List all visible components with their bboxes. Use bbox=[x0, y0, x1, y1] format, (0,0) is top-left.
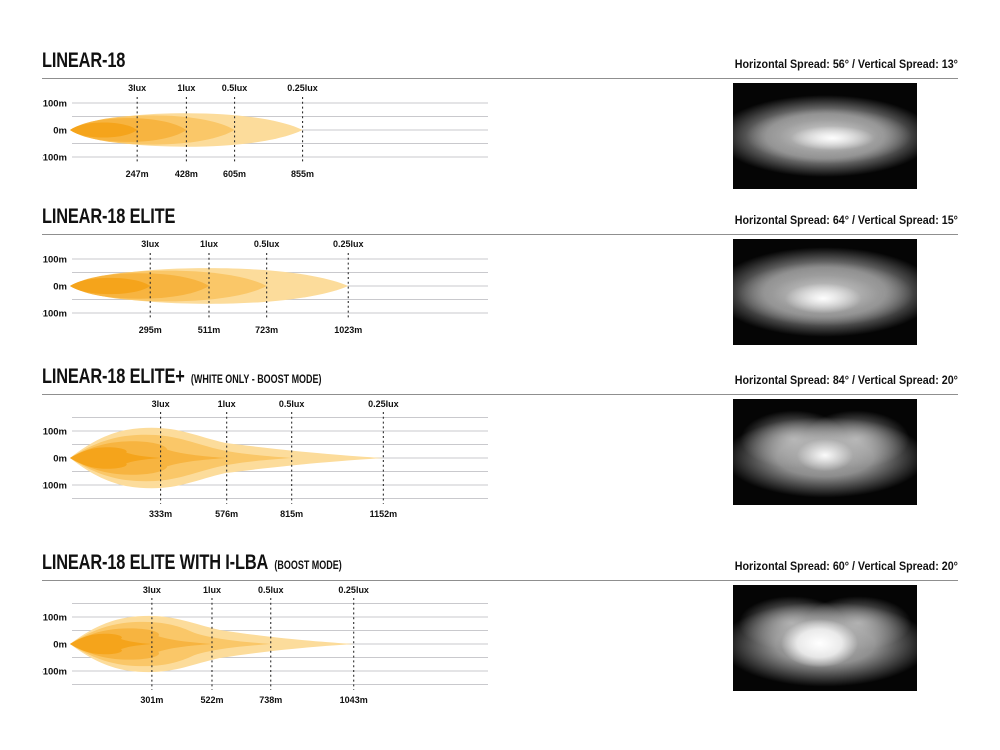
spread-spec-text: Horizontal Spread: 56° / Vertical Spread… bbox=[734, 59, 958, 71]
lux-tick-label: 3lux bbox=[152, 399, 170, 409]
distance-tick-label: 815m bbox=[280, 509, 303, 519]
isolux-band-3lux bbox=[70, 447, 161, 469]
lux-tick-label: 3lux bbox=[128, 83, 146, 93]
page-title: LINEAR-18 ELITE+ bbox=[42, 365, 185, 388]
title-note: (BOOST MODE) bbox=[274, 560, 342, 572]
isolux-band-3lux bbox=[70, 633, 152, 655]
distance-tick-label: 247m bbox=[126, 169, 149, 179]
distance-tick-label: 333m bbox=[149, 509, 172, 519]
distance-tick-label: 738m bbox=[259, 695, 282, 705]
lux-tick-label: 1lux bbox=[177, 83, 195, 93]
y-axis-label: -100m bbox=[42, 153, 67, 164]
lux-tick-label: 0.25lux bbox=[287, 83, 318, 93]
distance-tick-label: 295m bbox=[139, 325, 162, 335]
lux-tick-label: 3lux bbox=[141, 239, 159, 249]
section-header: LINEAR-18 Horizontal Spread: 56° / Verti… bbox=[42, 42, 958, 79]
section-linear-18-elite: LINEAR-18 ELITE Horizontal Spread: 64° /… bbox=[42, 198, 958, 358]
title-note: (WHITE ONLY - BOOST MODE) bbox=[190, 374, 322, 386]
distance-tick-label: 428m bbox=[175, 169, 198, 179]
y-axis-label: -100m bbox=[42, 667, 67, 678]
beam-pattern-chart: 3lux 301m 1lux 522m 0.5lux 738m 0.25lux 1043m 10… bbox=[42, 585, 488, 705]
distance-tick-label: 522m bbox=[200, 695, 223, 705]
beam-pattern-chart: 3lux 247m 1lux 428m 0.5lux 605m 0.25lux 855m 100… bbox=[42, 83, 488, 179]
y-axis-label: 0m bbox=[53, 282, 67, 293]
lux-tick-label: 1lux bbox=[200, 239, 218, 249]
isolux-band-3lux bbox=[70, 277, 151, 295]
beam-photo bbox=[733, 83, 917, 189]
spread-spec-text: Horizontal Spread: 64° / Vertical Spread… bbox=[734, 215, 958, 227]
y-axis-label: 100m bbox=[43, 427, 67, 438]
distance-tick-label: 1023m bbox=[334, 325, 362, 335]
section-title-group: LINEAR-18 bbox=[42, 50, 131, 71]
y-axis-label: -100m bbox=[42, 309, 67, 320]
y-axis-label: 100m bbox=[43, 613, 67, 624]
lux-tick-label: 0.25lux bbox=[368, 399, 399, 409]
section-linear-18-elite-ilba: LINEAR-18 ELITE WITH I-LBA (BOOST MODE) … bbox=[42, 544, 958, 730]
page-title: LINEAR-18 ELITE bbox=[42, 205, 176, 228]
y-axis-label: -100m bbox=[42, 481, 67, 492]
y-axis-label: 0m bbox=[53, 126, 67, 137]
distance-tick-label: 1152m bbox=[370, 509, 398, 519]
lux-tick-label: 1lux bbox=[218, 399, 236, 409]
y-axis-label: 0m bbox=[53, 454, 67, 465]
section-header: LINEAR-18 ELITE Horizontal Spread: 64° /… bbox=[42, 198, 958, 235]
beam-pattern-chart: 3lux 333m 1lux 576m 0.5lux 815m 0.25lux 1152m 10… bbox=[42, 399, 488, 519]
spread-spec-text: Horizontal Spread: 84° / Vertical Spread… bbox=[734, 375, 958, 387]
section-linear-18-elite-plus: LINEAR-18 ELITE+ (WHITE ONLY - BOOST MOD… bbox=[42, 358, 958, 544]
section-title-group: LINEAR-18 ELITE+ (WHITE ONLY - BOOST MOD… bbox=[42, 366, 321, 387]
y-axis-label: 100m bbox=[43, 255, 67, 266]
beam-pattern-chart: 3lux 295m 1lux 511m 0.5lux 723m 0.25lux 1023m 10… bbox=[42, 239, 488, 335]
distance-tick-label: 605m bbox=[223, 169, 246, 179]
lux-tick-label: 1lux bbox=[203, 585, 221, 595]
page-title: LINEAR-18 ELITE WITH I-LBA bbox=[42, 551, 269, 574]
section-title-group: LINEAR-18 ELITE WITH I-LBA (BOOST MODE) bbox=[42, 552, 342, 573]
section-title-group: LINEAR-18 ELITE bbox=[42, 206, 182, 227]
beam-photo bbox=[733, 239, 917, 345]
distance-tick-label: 1043m bbox=[340, 695, 368, 705]
spread-spec-text: Horizontal Spread: 60° / Vertical Spread… bbox=[734, 561, 958, 573]
page-title: LINEAR-18 bbox=[42, 49, 126, 72]
isolux-band-3lux bbox=[70, 122, 138, 138]
section-header: LINEAR-18 ELITE WITH I-LBA (BOOST MODE) … bbox=[42, 544, 958, 581]
lux-tick-label: 3lux bbox=[143, 585, 161, 595]
lux-tick-label: 0.5lux bbox=[258, 585, 284, 595]
section-header: LINEAR-18 ELITE+ (WHITE ONLY - BOOST MOD… bbox=[42, 358, 958, 395]
lux-tick-label: 0.5lux bbox=[222, 83, 248, 93]
lux-tick-label: 0.25lux bbox=[333, 239, 364, 249]
distance-tick-label: 855m bbox=[291, 169, 314, 179]
y-axis-label: 100m bbox=[43, 99, 67, 110]
distance-tick-label: 723m bbox=[255, 325, 278, 335]
beam-photo bbox=[733, 585, 917, 691]
lux-tick-label: 0.5lux bbox=[279, 399, 305, 409]
lux-tick-label: 0.25lux bbox=[338, 585, 369, 595]
y-axis-label: 0m bbox=[53, 640, 67, 651]
beam-photo bbox=[733, 399, 917, 505]
distance-tick-label: 576m bbox=[215, 509, 238, 519]
distance-tick-label: 301m bbox=[140, 695, 163, 705]
section-linear-18: LINEAR-18 Horizontal Spread: 56° / Verti… bbox=[42, 42, 958, 198]
lux-tick-label: 0.5lux bbox=[254, 239, 280, 249]
distance-tick-label: 511m bbox=[198, 325, 221, 335]
